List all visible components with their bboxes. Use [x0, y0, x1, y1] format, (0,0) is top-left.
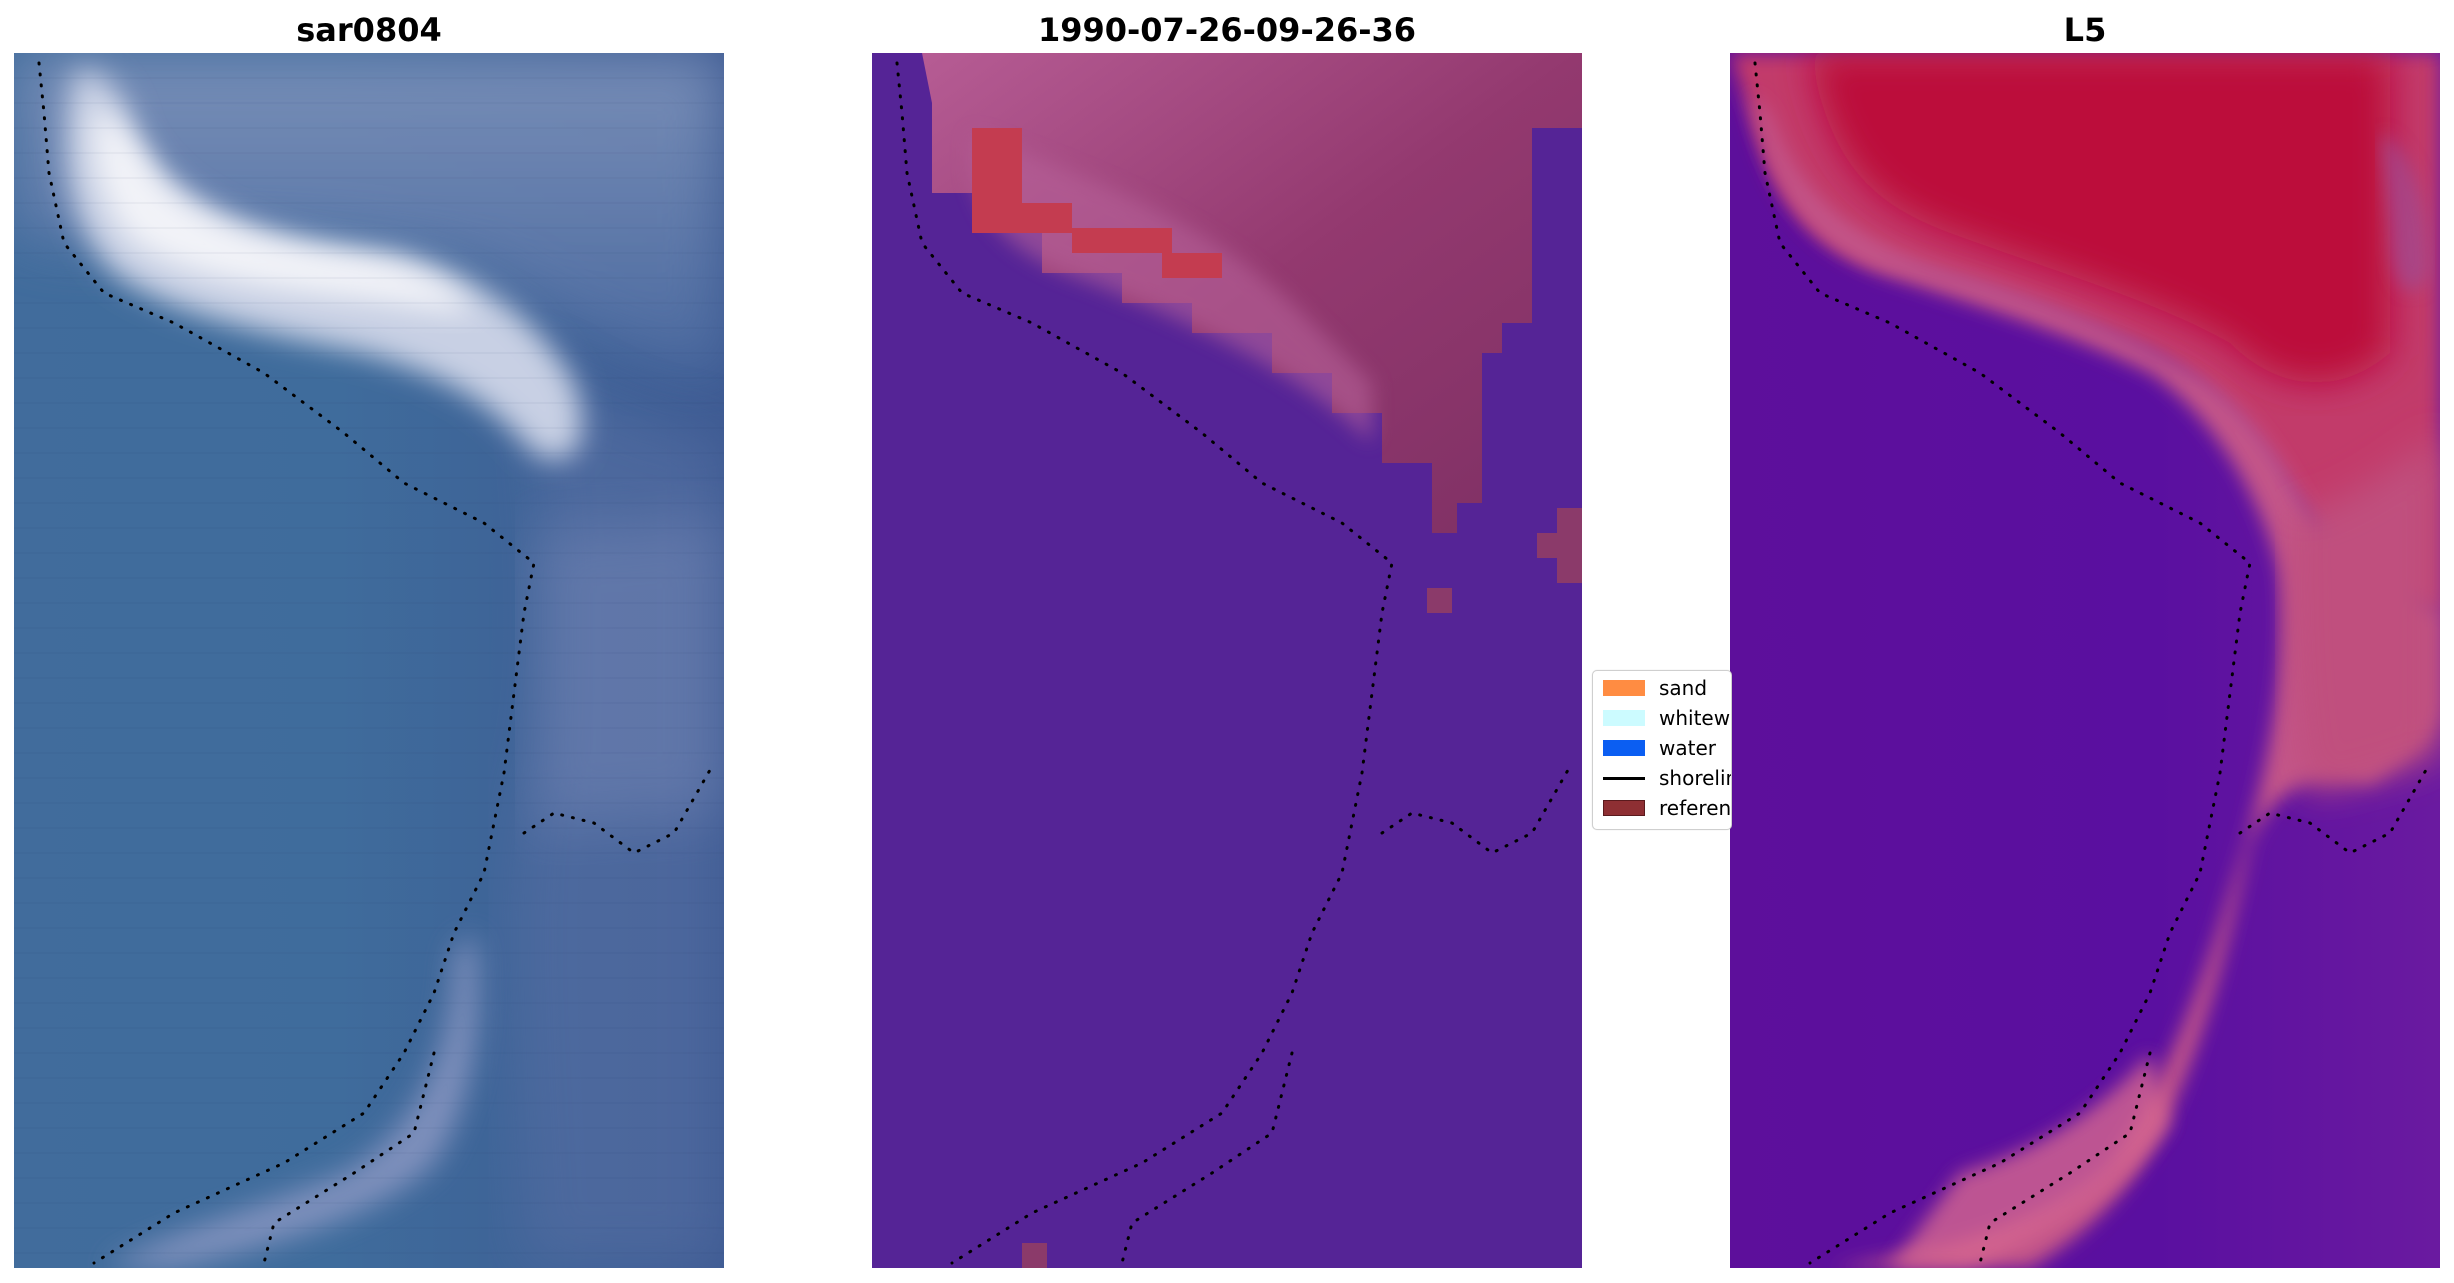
legend: sand whitewater water shoreline referenc… [1592, 670, 1732, 830]
legend-item-reference-shoreline: reference shoreline [1593, 793, 1732, 823]
sar-image [14, 53, 724, 1268]
panel-title-classified: 1990-07-26-09-26-36 [1037, 11, 1417, 49]
shoreline-dots [1753, 61, 2432, 1265]
classification-panel [872, 53, 1582, 1268]
legend-swatch-whitewater [1603, 710, 1645, 726]
legend-label: whitewater [1659, 706, 1731, 730]
legend-item-shoreline: shoreline [1593, 763, 1731, 793]
legend-item-whitewater: whitewater [1593, 703, 1731, 733]
legend-swatch-shoreline [1603, 777, 1645, 780]
panel-title-l5: L5 [2063, 11, 2107, 49]
legend-item-water: water [1593, 733, 1731, 763]
legend-label: shoreline [1659, 766, 1731, 790]
classification-image [872, 53, 1582, 1268]
sar-image-panel [14, 53, 724, 1268]
legend-swatch-reference [1603, 800, 1645, 816]
l5-image [1730, 53, 2440, 1268]
l5-panel [1730, 53, 2440, 1268]
legend-label: reference shoreline [1659, 796, 1732, 820]
legend-item-sand: sand [1593, 673, 1731, 703]
legend-swatch-sand [1603, 680, 1645, 696]
shoreline-dots [37, 61, 716, 1265]
shoreline-dots [895, 61, 1574, 1265]
panel-title-sar: sar0804 [296, 11, 442, 49]
legend-label: sand [1659, 676, 1708, 700]
legend-label: water [1659, 736, 1716, 760]
legend-swatch-water [1603, 740, 1645, 756]
